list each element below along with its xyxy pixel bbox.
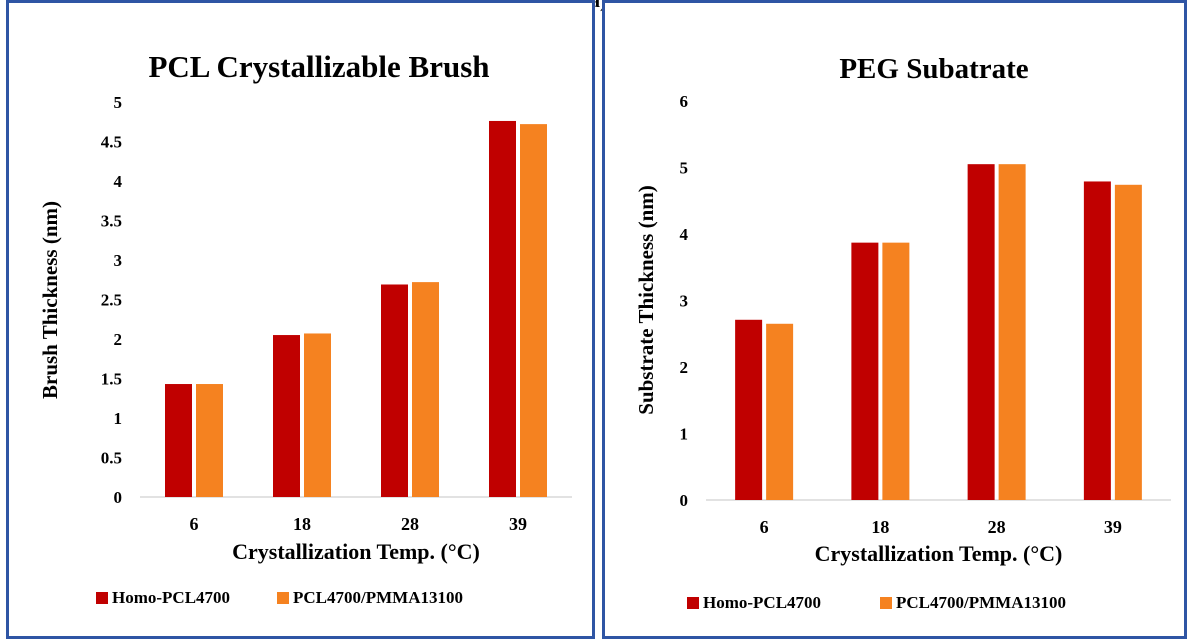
- legend-label: Homo-PCL4700: [703, 593, 821, 612]
- bar-pcl4700-pmma13100-6: [766, 323, 794, 500]
- bar-pcl4700-pmma13100-18: [304, 333, 331, 497]
- bar-homo-pcl4700-28: [381, 284, 408, 497]
- y-tick-label: 0: [680, 491, 689, 510]
- x-axis-label: Crystallization Temp. (°C): [232, 539, 480, 564]
- y-tick-label: 2: [680, 358, 689, 377]
- y-axis-label: Substrate Thickness (nm): [634, 185, 658, 414]
- x-tick-label: 18: [871, 517, 889, 537]
- y-tick-label: 4.5: [101, 133, 122, 152]
- bar-pcl4700-pmma13100-18: [882, 242, 910, 500]
- y-tick-label: 2.5: [101, 291, 122, 310]
- substrate-thickness-chart: PEG Subatrate 0 1 2 3 4 5 6 Substrate Thickness …: [634, 53, 1171, 612]
- y-tick-label: 4: [114, 172, 123, 191]
- bar-homo-pcl4700-18: [851, 242, 879, 500]
- y-axis-label: Brush Thickness (nm): [38, 201, 62, 399]
- chart-panel-brush: PCL Crystallizable Brush 0 0.5 1 1.5 2 2.5 3 3.5…: [6, 0, 595, 639]
- bar-homo-pcl4700-39: [1083, 181, 1111, 500]
- legend-label: PCL4700/PMMA13100: [293, 588, 463, 607]
- y-tick-label: 4: [680, 225, 689, 244]
- y-tick-label: 0: [114, 488, 123, 507]
- x-tick-label: 6: [760, 517, 769, 537]
- bar-homo-pcl4700-6: [735, 319, 763, 500]
- y-tick-label: 3.5: [101, 212, 122, 231]
- y-tick-label: 2: [114, 330, 123, 349]
- x-tick-label: 28: [401, 514, 419, 534]
- x-tick-label: 39: [1104, 517, 1122, 537]
- x-tick-label: 39: [509, 514, 527, 534]
- bar-homo-pcl4700-28: [967, 164, 995, 501]
- y-tick-label: 6: [680, 92, 689, 111]
- chart-title: PCL Crystallizable Brush: [148, 49, 489, 84]
- bar-pcl4700-pmma13100-6: [196, 384, 223, 497]
- y-tick-label: 5: [114, 93, 123, 112]
- y-tick-label: 1: [680, 425, 689, 444]
- y-tick-label: 5: [680, 159, 689, 178]
- bar-pcl4700-pmma13100-28: [998, 164, 1026, 501]
- x-tick-label: 18: [293, 514, 311, 534]
- x-tick-label: 28: [988, 517, 1006, 537]
- y-tick-label: 1.5: [101, 370, 122, 389]
- legend-swatch-pcl4700-pmma13100: [880, 597, 892, 609]
- chart-title: PEG Subatrate: [839, 53, 1028, 85]
- bar-pcl4700-pmma13100-39: [1114, 184, 1142, 501]
- bar-homo-pcl4700-6: [165, 384, 192, 497]
- bar-pcl4700-pmma13100-39: [520, 124, 547, 498]
- y-tick-label: 1: [114, 409, 123, 428]
- legend-label: Homo-PCL4700: [112, 588, 230, 607]
- legend-swatch-homo-pcl4700: [96, 592, 108, 604]
- legend-swatch-pcl4700-pmma13100: [277, 592, 289, 604]
- chart-panel-substrate: PEG Subatrate 0 1 2 3 4 5 6 Substrate Thickness …: [602, 0, 1187, 639]
- bar-pcl4700-pmma13100-28: [412, 282, 439, 497]
- y-tick-label: 3: [680, 292, 689, 311]
- brush-thickness-chart: PCL Crystallizable Brush 0 0.5 1 1.5 2 2.5 3 3.5…: [38, 49, 572, 607]
- bar-homo-pcl4700-39: [489, 120, 516, 498]
- y-tick-label: 3: [114, 251, 123, 270]
- legend-swatch-homo-pcl4700: [687, 597, 699, 609]
- x-tick-label: 6: [190, 514, 199, 534]
- bar-homo-pcl4700-18: [273, 335, 300, 497]
- y-tick-label: 0.5: [101, 449, 122, 468]
- legend-label: PCL4700/PMMA13100: [896, 593, 1066, 612]
- x-axis-label: Crystallization Temp. (°C): [815, 541, 1063, 566]
